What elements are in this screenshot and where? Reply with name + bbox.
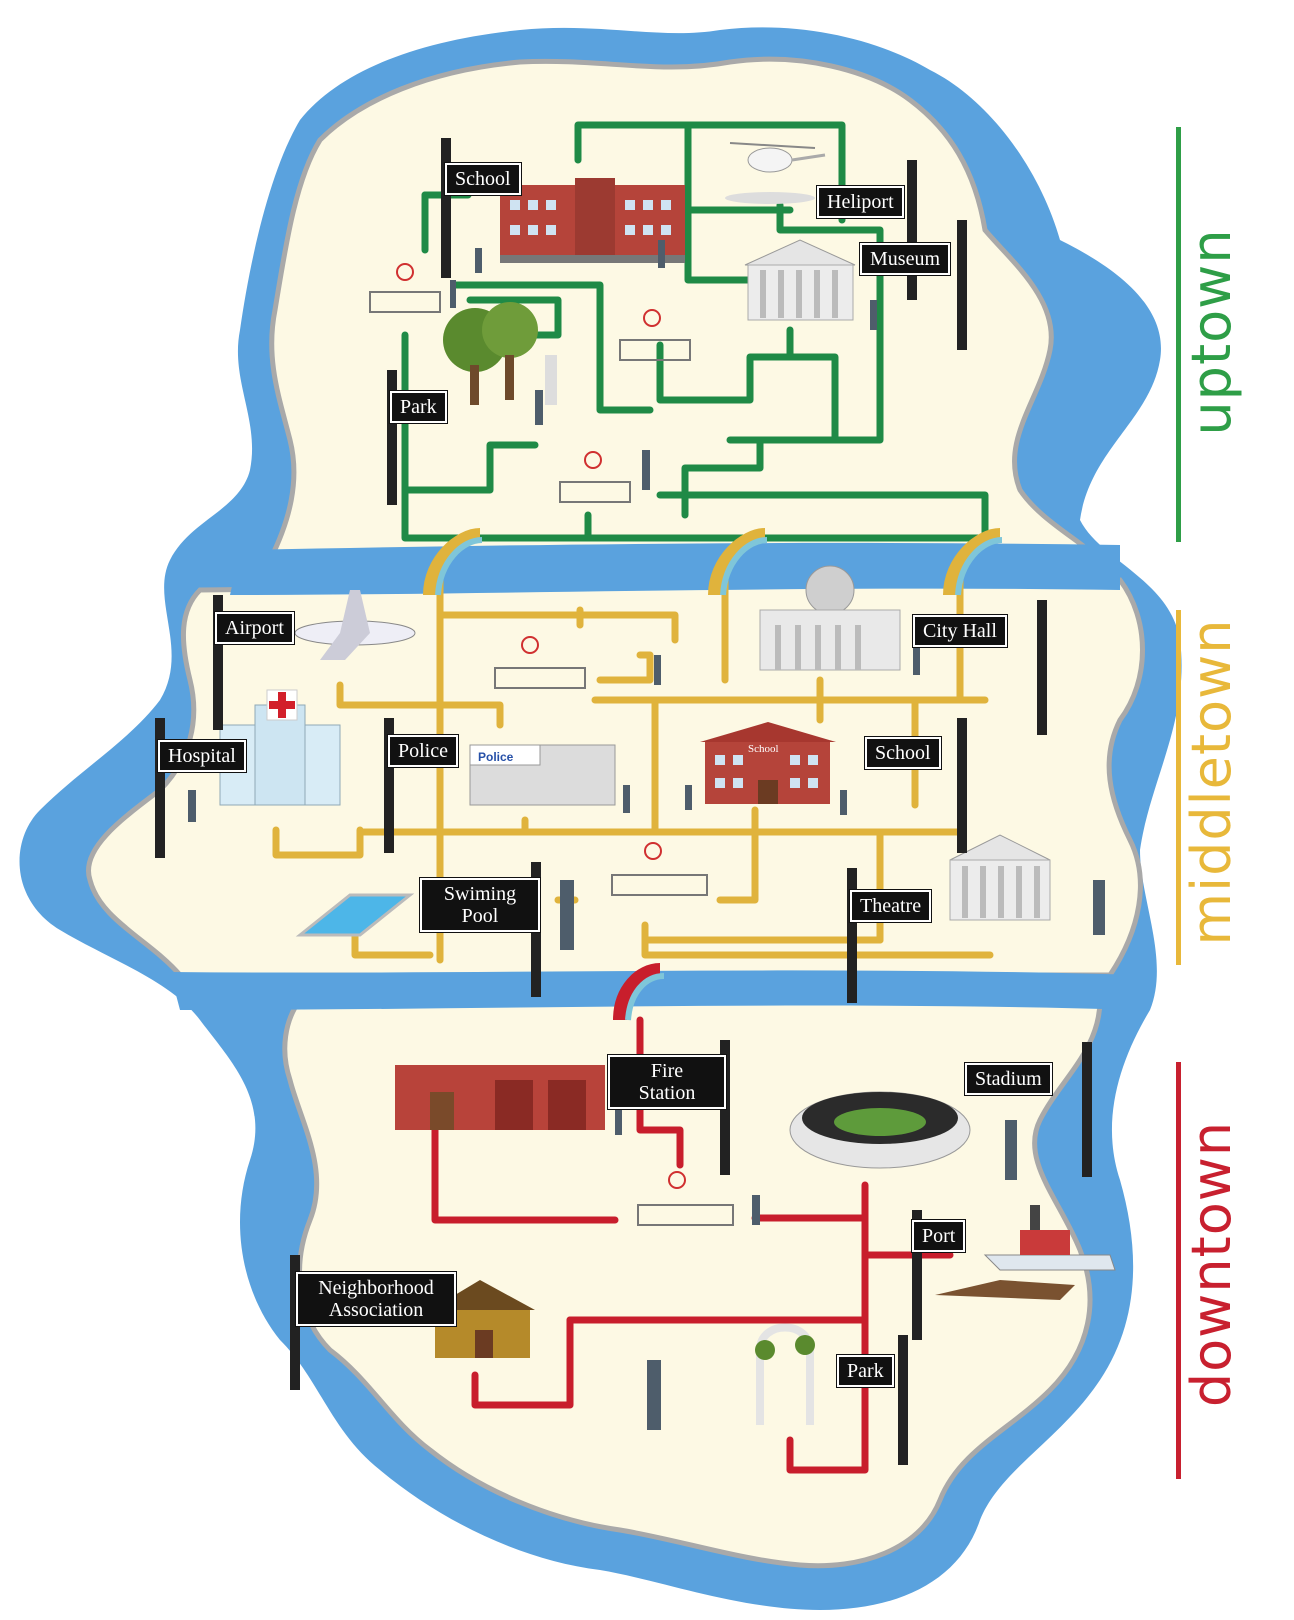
sign-label: Museum — [870, 248, 940, 270]
swimming-pool — [295, 893, 415, 937]
sign-label-line-2: Station — [638, 1082, 696, 1104]
metro-stations — [369, 263, 734, 1226]
police-building — [469, 744, 616, 806]
bridge-1 — [423, 528, 483, 596]
sign-swimming-pool: Swiming Pool — [420, 878, 540, 932]
fire-station-building — [395, 1065, 605, 1130]
school-building-middletown — [700, 722, 836, 804]
sign-label: Theatre — [860, 895, 922, 917]
district-label-downtown: downtown — [1180, 1120, 1243, 1408]
sign-hospital: Hospital — [158, 740, 246, 772]
sign-school-middletown: School — [865, 737, 941, 769]
sign-park-downtown: Park — [837, 1355, 894, 1387]
sign-posts — [155, 138, 1092, 1465]
sign-neighborhood-association: Neighborhood Association — [296, 1272, 456, 1326]
sign-label-line-1: Fire — [650, 1060, 684, 1082]
bridge-2 — [708, 528, 768, 596]
sign-school-uptown: School — [445, 163, 521, 195]
district-label-uptown: uptown — [1180, 228, 1243, 436]
sign-label: Police — [398, 740, 448, 762]
bridge-3 — [943, 528, 1003, 596]
downtown-line — [1176, 1062, 1181, 1479]
sign-museum: Museum — [860, 243, 950, 275]
sign-theatre: Theatre — [850, 890, 932, 922]
sign-label-line-1: Swiming — [443, 883, 517, 905]
sign-stadium: Stadium — [965, 1063, 1052, 1095]
sign-label: School — [875, 742, 931, 764]
district-label-middletown: middletown — [1180, 618, 1243, 946]
sign-label: Heliport — [827, 191, 894, 213]
uptown-line — [1176, 127, 1181, 542]
hospital-building — [219, 689, 341, 806]
school-building-uptown — [500, 178, 685, 263]
river-south — [170, 970, 1140, 1010]
downtown-roads — [431, 1016, 954, 1474]
sign-fire-station: Fire Station — [608, 1055, 726, 1109]
sign-label: Airport — [225, 617, 284, 639]
park-trees-uptown — [443, 302, 557, 405]
sign-heliport: Heliport — [817, 186, 904, 218]
sign-city-hall: City Hall — [913, 615, 1007, 647]
port-ship — [935, 1205, 1116, 1300]
bridge-4 — [613, 963, 665, 1021]
sign-label: Hospital — [168, 745, 236, 767]
sign-label-line-2: Pool — [461, 905, 499, 927]
sign-park-uptown: Park — [390, 391, 447, 423]
sign-label-line-2: Association — [328, 1299, 424, 1321]
park-arch-downtown — [755, 1323, 815, 1425]
sign-label: City Hall — [923, 620, 997, 642]
heliport-helicopter — [725, 142, 826, 204]
museum-building — [744, 239, 856, 321]
middletown-roads — [272, 566, 994, 964]
sign-label: School — [455, 168, 511, 190]
sign-port: Port — [912, 1220, 966, 1252]
people — [188, 240, 1105, 1430]
sign-airport: Airport — [215, 612, 294, 644]
sign-label: Port — [922, 1225, 956, 1247]
theatre-building — [949, 834, 1051, 921]
city-hall-building — [759, 565, 901, 671]
river-north — [230, 542, 1120, 595]
school-building-label: School — [748, 743, 779, 755]
sign-label-line-1: Neighborhood — [318, 1277, 434, 1299]
middletown-line — [1176, 610, 1181, 965]
stadium — [789, 1091, 971, 1169]
airplane — [294, 590, 416, 660]
sign-police: Police — [388, 735, 458, 767]
sign-label: Park — [400, 396, 437, 418]
sign-label: Stadium — [975, 1068, 1042, 1090]
police-building-label: Police — [478, 750, 514, 764]
sign-label: Park — [847, 1360, 884, 1382]
